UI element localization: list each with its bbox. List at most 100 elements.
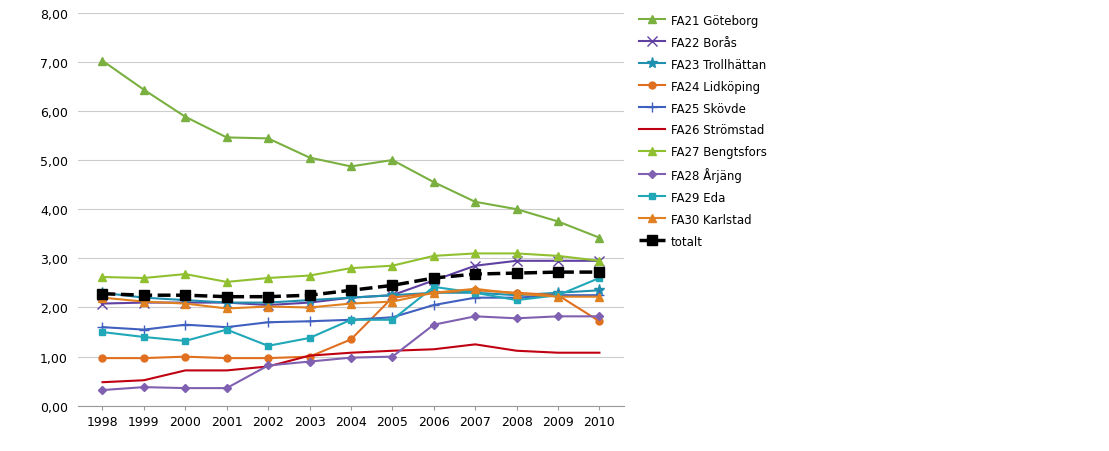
FA23 Trollhättan: [551, 290, 564, 296]
FA23 Trollhättan: [386, 293, 399, 298]
FA21 Göteborg: [179, 115, 192, 120]
FA30 Karlstad: [262, 304, 275, 309]
FA28 Årjäng: [386, 354, 399, 359]
FA21 Göteborg: [138, 88, 151, 93]
FA23 Trollhättan: [138, 295, 151, 301]
FA22 Borås: [220, 300, 233, 306]
FA22 Borås: [386, 293, 399, 298]
FA25 Skövde: [593, 293, 607, 298]
FA30 Karlstad: [510, 291, 523, 297]
FA27 Bengtsfors: [179, 272, 192, 277]
FA25 Skövde: [138, 327, 151, 332]
totalt: [179, 293, 192, 298]
FA30 Karlstad: [138, 299, 151, 304]
Line: FA30 Karlstad: FA30 Karlstad: [99, 285, 603, 313]
FA24 Lidköping: [138, 356, 151, 361]
totalt: [386, 283, 399, 289]
FA27 Bengtsfors: [468, 251, 481, 257]
FA30 Karlstad: [303, 305, 316, 311]
FA27 Bengtsfors: [95, 275, 109, 280]
FA22 Borås: [179, 300, 192, 306]
FA29 Eda: [138, 335, 151, 340]
Line: FA22 Borås: FA22 Borås: [98, 256, 604, 310]
FA29 Eda: [427, 285, 440, 290]
totalt: [138, 293, 151, 298]
FA24 Lidköping: [427, 290, 440, 296]
FA27 Bengtsfors: [427, 253, 440, 259]
FA29 Eda: [593, 276, 607, 281]
FA24 Lidköping: [551, 293, 564, 298]
FA24 Lidköping: [179, 354, 192, 359]
FA28 Årjäng: [344, 355, 357, 360]
FA21 Göteborg: [220, 135, 233, 141]
totalt: [303, 293, 316, 298]
FA23 Trollhättan: [468, 290, 481, 296]
FA29 Eda: [220, 327, 233, 332]
FA23 Trollhättan: [510, 293, 523, 298]
FA28 Årjäng: [303, 359, 316, 364]
FA27 Bengtsfors: [303, 273, 316, 279]
FA21 Göteborg: [427, 180, 440, 185]
totalt: [344, 288, 357, 293]
FA24 Lidköping: [262, 356, 275, 361]
FA28 Årjäng: [510, 316, 523, 321]
FA24 Lidköping: [593, 319, 607, 324]
Line: totalt: totalt: [98, 267, 604, 302]
FA21 Göteborg: [95, 59, 109, 64]
FA24 Lidköping: [220, 356, 233, 361]
totalt: [593, 270, 607, 275]
FA27 Bengtsfors: [220, 280, 233, 285]
FA25 Skövde: [427, 303, 440, 308]
FA27 Bengtsfors: [510, 251, 523, 257]
Line: FA28 Årjäng: FA28 Årjäng: [100, 314, 602, 393]
FA26 Strömstad: [138, 377, 151, 383]
Legend: FA21 Göteborg, FA22 Borås, FA23 Trollhättan, FA24 Lidköping, FA25 Skövde, FA26 S: FA21 Göteborg, FA22 Borås, FA23 Trollhät…: [635, 12, 771, 252]
FA28 Årjäng: [95, 387, 109, 393]
FA28 Årjäng: [551, 314, 564, 319]
Line: FA27 Bengtsfors: FA27 Bengtsfors: [99, 250, 603, 286]
FA30 Karlstad: [551, 295, 564, 300]
FA28 Årjäng: [262, 363, 275, 368]
FA23 Trollhättan: [179, 298, 192, 303]
FA29 Eda: [386, 318, 399, 323]
FA29 Eda: [179, 338, 192, 344]
FA23 Trollhättan: [262, 300, 275, 306]
FA29 Eda: [468, 290, 481, 296]
Line: FA26 Strömstad: FA26 Strömstad: [102, 345, 600, 382]
FA22 Borås: [468, 263, 481, 269]
totalt: [551, 270, 564, 275]
FA21 Göteborg: [510, 207, 523, 212]
FA26 Strömstad: [386, 348, 399, 354]
FA27 Bengtsfors: [344, 266, 357, 271]
FA22 Borås: [427, 278, 440, 284]
FA25 Skövde: [510, 295, 523, 301]
FA29 Eda: [95, 330, 109, 335]
FA30 Karlstad: [95, 295, 109, 301]
FA28 Årjäng: [427, 322, 440, 328]
totalt: [220, 295, 233, 300]
FA22 Borås: [593, 258, 607, 264]
FA21 Göteborg: [262, 136, 275, 142]
FA21 Göteborg: [551, 219, 564, 225]
FA23 Trollhättan: [220, 300, 233, 306]
FA27 Bengtsfors: [262, 276, 275, 281]
FA30 Karlstad: [344, 301, 357, 307]
totalt: [427, 276, 440, 281]
FA22 Borås: [551, 258, 564, 264]
FA23 Trollhättan: [95, 290, 109, 296]
FA27 Bengtsfors: [551, 253, 564, 259]
FA28 Årjäng: [220, 386, 233, 391]
FA28 Årjäng: [179, 386, 192, 391]
Line: FA25 Skövde: FA25 Skövde: [98, 291, 604, 335]
FA29 Eda: [262, 343, 275, 349]
FA29 Eda: [344, 318, 357, 323]
FA28 Årjäng: [593, 314, 607, 319]
FA30 Karlstad: [593, 295, 607, 300]
FA21 Göteborg: [386, 158, 399, 163]
FA21 Göteborg: [303, 156, 316, 161]
FA23 Trollhättan: [427, 290, 440, 296]
FA22 Borås: [95, 301, 109, 307]
FA22 Borås: [303, 300, 316, 306]
FA24 Lidköping: [386, 295, 399, 301]
FA21 Göteborg: [468, 200, 481, 205]
